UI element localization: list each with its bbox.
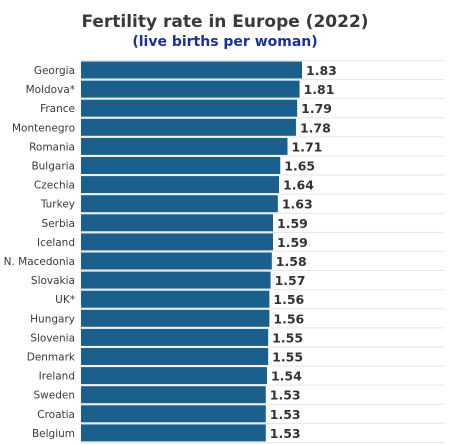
value-label: 1.53 <box>270 407 301 422</box>
category-label: Bulgaria <box>31 161 75 173</box>
bar-sweden <box>81 386 266 404</box>
bar-ireland <box>81 367 267 385</box>
category-label: Turkey <box>40 199 75 211</box>
bar-turkey <box>81 195 278 213</box>
chart-subtitle: (live births per woman) <box>132 34 318 50</box>
value-label: 1.59 <box>277 216 308 231</box>
bar-belgium <box>81 424 266 442</box>
bar-denmark <box>81 348 269 365</box>
value-label: 1.55 <box>272 350 303 365</box>
bar-hungary <box>81 309 270 327</box>
category-label: Sweden <box>34 390 76 402</box>
bar-croatia <box>81 405 266 423</box>
bar-france <box>81 99 298 117</box>
bar-czechia <box>81 176 280 194</box>
value-label: 1.63 <box>282 197 313 212</box>
category-label: Slovakia <box>31 275 75 287</box>
value-label: 1.71 <box>292 139 323 154</box>
value-label: 1.56 <box>273 311 304 326</box>
category-label: Georgia <box>34 65 75 77</box>
bar-georgia <box>81 61 302 79</box>
category-label: N. Macedonia <box>4 256 75 268</box>
category-label: Hungary <box>30 313 75 325</box>
value-label: 1.54 <box>271 369 302 384</box>
value-label: 1.64 <box>283 178 314 193</box>
category-label: Moldova* <box>26 84 75 96</box>
category-label: Belgium <box>32 428 75 440</box>
chart-title: Fertility rate in Europe (2022) <box>81 12 369 32</box>
bar-bulgaria <box>81 157 281 174</box>
category-label: Slovenia <box>30 332 75 344</box>
category-label: Ireland <box>39 371 75 383</box>
value-label: 1.53 <box>270 426 301 441</box>
bar-slovenia <box>81 328 269 346</box>
category-label: Iceland <box>37 237 75 249</box>
category-label: Montenegro <box>12 122 75 134</box>
value-label: 1.53 <box>270 388 301 403</box>
value-label: 1.56 <box>273 292 304 307</box>
value-label: 1.81 <box>304 82 335 97</box>
category-label: Romania <box>29 141 75 153</box>
value-label: 1.78 <box>300 120 331 135</box>
value-label: 1.55 <box>272 330 303 345</box>
category-label: UK* <box>55 294 75 306</box>
category-label: Czechia <box>34 180 75 192</box>
bar-iceland <box>81 233 274 251</box>
bar-romania <box>81 137 288 155</box>
bar-serbia <box>81 214 274 232</box>
value-label: 1.65 <box>284 159 315 174</box>
value-label: 1.79 <box>301 101 332 116</box>
category-label: Serbia <box>42 218 75 230</box>
value-label: 1.59 <box>277 235 308 250</box>
value-label: 1.83 <box>306 63 337 78</box>
bar-moldova <box>81 80 300 98</box>
category-label: Croatia <box>37 409 75 421</box>
bar-uk <box>81 290 270 308</box>
bar-n-macedonia <box>81 252 272 270</box>
bar-montenegro <box>81 118 296 136</box>
value-label: 1.58 <box>276 254 307 269</box>
category-label: France <box>40 103 75 115</box>
bar-slovakia <box>81 271 271 289</box>
value-label: 1.57 <box>275 273 306 288</box>
category-label: Denmark <box>27 352 76 364</box>
